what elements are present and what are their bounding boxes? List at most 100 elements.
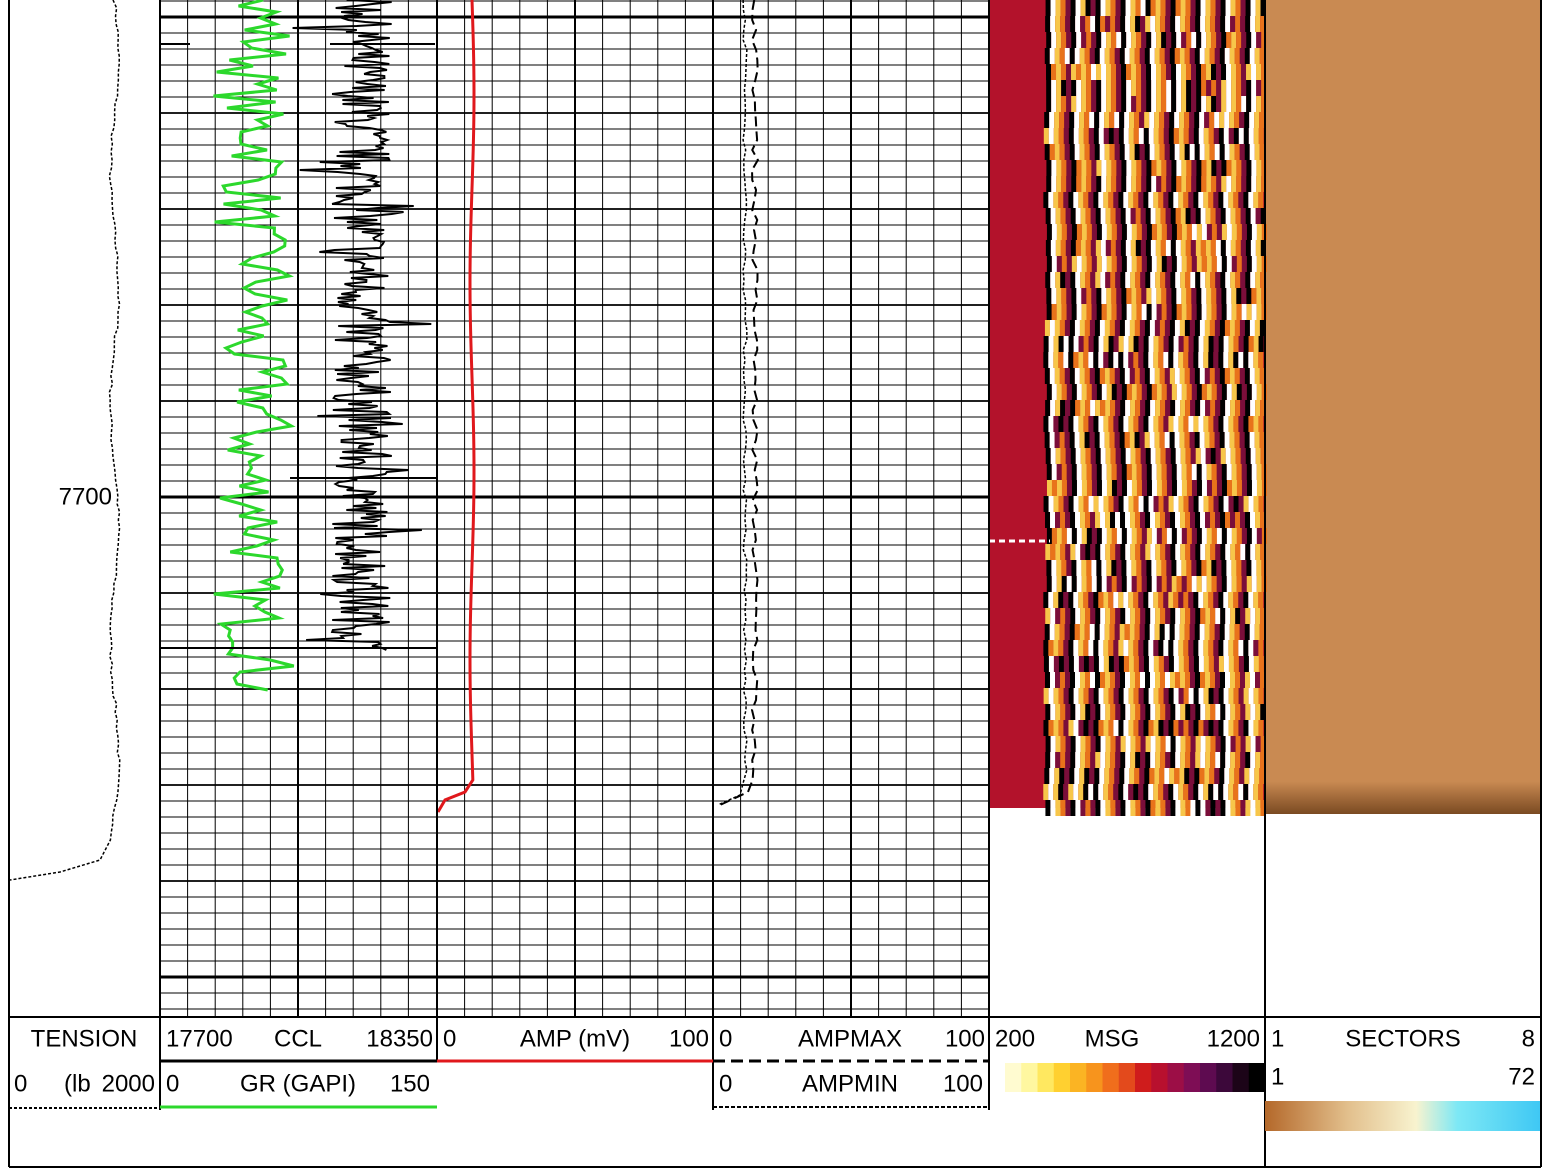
image-cell — [1133, 688, 1139, 704]
image-cell — [1080, 448, 1086, 464]
header: TENSION 0 (lb 2000 17700 CCL 18350 0 GR … — [9, 1025, 1540, 1131]
image-cell — [1250, 400, 1256, 416]
image-cell — [1243, 416, 1249, 432]
image-cell — [1193, 656, 1199, 672]
image-cell — [1135, 544, 1141, 560]
image-cell — [1158, 352, 1164, 368]
image-cell — [1228, 720, 1234, 736]
image-cell — [1183, 640, 1189, 656]
image-cell — [1051, 288, 1057, 304]
image-cell — [1196, 256, 1202, 272]
image-cell — [1150, 16, 1156, 32]
image-cell — [1091, 304, 1097, 320]
image-cell — [1119, 768, 1125, 784]
image-cell — [1148, 192, 1154, 208]
image-cell — [1171, 480, 1177, 496]
image-cell — [1259, 144, 1265, 160]
image-cell — [1191, 224, 1197, 240]
image-cell — [1201, 64, 1207, 80]
image-cell — [1140, 672, 1146, 688]
image-cell — [1095, 0, 1101, 16]
image-cell — [1220, 736, 1226, 752]
image-cell — [1166, 32, 1172, 48]
image-cell — [1230, 240, 1236, 256]
image-cell — [1246, 384, 1252, 400]
image-cell — [1048, 640, 1054, 656]
image-cell — [1238, 688, 1244, 704]
image-cell — [1079, 624, 1085, 640]
image-cell — [1135, 608, 1141, 624]
image-cell — [1134, 48, 1140, 64]
image-cell — [1160, 400, 1166, 416]
image-cell — [1103, 656, 1109, 672]
image-cell — [1210, 272, 1216, 288]
image-cell — [1136, 32, 1142, 48]
image-cell — [1245, 16, 1251, 32]
image-cell — [1111, 464, 1117, 480]
image-cell — [1075, 512, 1081, 528]
image-cell — [1238, 336, 1244, 352]
image-cell — [1176, 288, 1182, 304]
image-cell — [1204, 320, 1210, 336]
image-cell — [1171, 528, 1177, 544]
image-cell — [1083, 592, 1089, 608]
image-cell — [1188, 592, 1194, 608]
image-cell — [1164, 48, 1170, 64]
image-cell — [1143, 592, 1149, 608]
image-cell — [1176, 464, 1182, 480]
image-cell — [1188, 128, 1194, 144]
image-cell — [1251, 464, 1257, 480]
image-cell — [1230, 0, 1236, 16]
image-cell — [1065, 448, 1071, 464]
image-cell — [1078, 592, 1084, 608]
image-cell — [1110, 800, 1116, 816]
image-cell — [1178, 592, 1184, 608]
image-cell — [1091, 464, 1097, 480]
image-cell — [1163, 352, 1169, 368]
image-cell — [1116, 464, 1122, 480]
image-cell — [1194, 48, 1200, 64]
image-cell — [1059, 112, 1065, 128]
image-cell — [1251, 256, 1257, 272]
image-cell — [1123, 720, 1129, 736]
image-cell — [1094, 432, 1100, 448]
image-cell — [1229, 432, 1235, 448]
image-cell — [1196, 560, 1202, 576]
image-cell — [1045, 400, 1051, 416]
image-cell — [1055, 672, 1061, 688]
image-cell — [1064, 624, 1070, 640]
image-cell — [1106, 32, 1112, 48]
image-cell — [1190, 240, 1196, 256]
image-cell — [1210, 16, 1216, 32]
image-cell — [1170, 704, 1176, 720]
image-cell — [1220, 752, 1226, 768]
image-cell — [1095, 512, 1101, 528]
image-cell — [1109, 368, 1115, 384]
image-cell — [1205, 704, 1211, 720]
image-cell — [1221, 176, 1227, 192]
image-cell — [1145, 704, 1151, 720]
image-cell — [1161, 560, 1167, 576]
image-cell — [1131, 304, 1137, 320]
image-cell — [1110, 608, 1116, 624]
image-cell — [1196, 160, 1202, 176]
image-cell — [1103, 352, 1109, 368]
image-cell — [1104, 432, 1110, 448]
image-cell — [1168, 336, 1174, 352]
image-cell — [1110, 16, 1116, 32]
image-cell — [1196, 464, 1202, 480]
image-cell — [1181, 464, 1187, 480]
image-cell — [1150, 272, 1156, 288]
image-cell — [1096, 560, 1102, 576]
image-cell — [1098, 688, 1104, 704]
image-cell — [1100, 448, 1106, 464]
image-cell — [1125, 0, 1131, 16]
image-cell — [1140, 800, 1146, 816]
image-cell — [1139, 768, 1145, 784]
image-cell — [1181, 384, 1187, 400]
image-cell — [1235, 752, 1241, 768]
image-cell — [1141, 256, 1147, 272]
image-cell — [1081, 304, 1087, 320]
image-cell — [1248, 192, 1254, 208]
